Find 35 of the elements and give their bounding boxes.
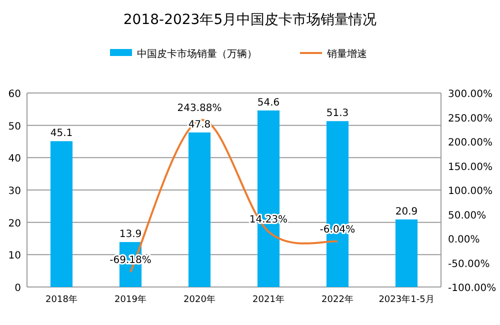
- data-label: 45.1: [50, 128, 73, 140]
- y-tick-label: 10: [8, 250, 21, 262]
- x-tick-label: 2021年: [252, 294, 284, 305]
- x-tick-label: 2018年: [46, 294, 78, 305]
- x-tick-label: 2023年1-5月: [378, 294, 434, 305]
- x-tick-label: 2020年: [184, 294, 216, 305]
- legend-label: 销量增速: [326, 48, 367, 60]
- y2-tick-label: 100.00%: [448, 186, 492, 197]
- y2-tick-label: 300.00%: [448, 89, 492, 100]
- data-label: 243.88%: [177, 103, 222, 114]
- bar: [395, 219, 418, 287]
- x-tick-label: 2019年: [114, 294, 146, 305]
- y-tick-label: 60: [8, 89, 21, 100]
- y-tick-label: 30: [8, 186, 21, 197]
- data-label: -69.18%: [110, 255, 152, 266]
- data-label: 20.9: [395, 206, 418, 218]
- data-label: 54.6: [257, 97, 280, 108]
- bar: [50, 141, 73, 287]
- y2-tick-label: -50.00%: [448, 258, 490, 270]
- y-tick-label: 40: [8, 154, 21, 165]
- y2-tick-label: -100.00%: [448, 283, 496, 294]
- y2-tick-label: 200.00%: [448, 138, 492, 148]
- y-tick-label: 0: [14, 283, 21, 294]
- data-label: 13.9: [119, 229, 142, 240]
- y2-tick-label: 50.00%: [448, 210, 486, 222]
- chart-title: 2018-2023年5月中国皮卡市场销量情况: [123, 12, 377, 28]
- y2-tick-label: 250.00%: [448, 113, 492, 124]
- bar: [188, 132, 211, 287]
- y-tick-label: 20: [8, 218, 21, 230]
- y2-tick-label: 0.00%: [448, 234, 480, 246]
- legend-label: 中国皮卡市场销量（万辆）: [137, 48, 257, 60]
- data-label: 51.3: [326, 108, 349, 120]
- y2-tick-label: 150.00%: [448, 162, 492, 173]
- x-tick-label: 2022年: [322, 294, 354, 305]
- y-tick-label: 50: [8, 121, 21, 132]
